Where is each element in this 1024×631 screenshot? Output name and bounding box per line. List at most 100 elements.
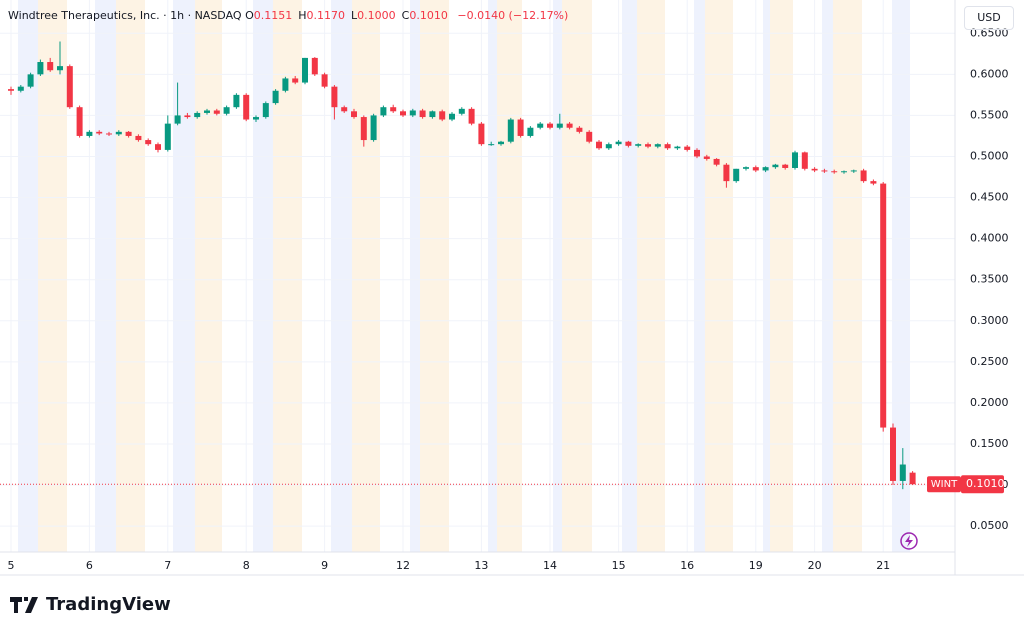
x-tick-label: 21 — [876, 559, 890, 572]
candle-body — [390, 107, 397, 112]
y-tick-label: 0.6000 — [970, 67, 1009, 80]
x-tick-label: 19 — [749, 559, 763, 572]
candle-body — [439, 111, 446, 120]
candle-body — [713, 158, 720, 165]
candle-body — [537, 123, 544, 128]
ohlc-key: O — [245, 9, 254, 22]
symbol-legend: Windtree Therapeutics, Inc. · 1h · NASDA… — [8, 9, 568, 22]
candle-body — [37, 62, 44, 75]
candle-body — [694, 149, 700, 157]
candle-body — [213, 110, 220, 114]
ticker-label: WINT — [931, 479, 958, 490]
candle-body — [899, 464, 906, 481]
candle-body — [184, 115, 191, 118]
candle-body — [233, 94, 240, 108]
candle-body — [909, 472, 916, 485]
candle-body — [782, 164, 789, 168]
candle-body — [194, 112, 201, 118]
y-tick-label: 0.3500 — [970, 273, 1009, 286]
candle-body — [674, 146, 681, 149]
candle-body — [831, 171, 838, 173]
candle-body — [155, 144, 161, 150]
alert-icon[interactable] — [900, 532, 918, 550]
candle-body — [409, 110, 416, 116]
y-tick-label: 0.5000 — [970, 149, 1009, 162]
y-tick-label: 0.3000 — [970, 314, 1009, 327]
ohlc-key: L — [351, 9, 358, 22]
candle-body — [292, 78, 299, 83]
candle-body — [645, 144, 651, 147]
candle-body — [733, 168, 740, 182]
candle-body — [556, 123, 563, 128]
candle-body — [370, 115, 377, 141]
x-tick-label: 12 — [396, 559, 410, 572]
candle-body — [478, 123, 485, 145]
candle-body — [243, 94, 250, 120]
candle-body — [86, 131, 93, 136]
candle-body — [8, 89, 14, 91]
candle-body — [253, 117, 259, 120]
candle-body — [27, 74, 34, 87]
candle-body — [311, 57, 318, 75]
candle-body — [17, 86, 24, 91]
candle-body — [723, 164, 730, 182]
candle-body — [360, 117, 367, 141]
candle-body — [547, 123, 553, 128]
candle-body — [566, 123, 573, 128]
candle-body — [351, 111, 357, 118]
candle-body — [498, 141, 504, 145]
candle-body — [47, 62, 54, 71]
candle-body — [801, 152, 808, 169]
candle-body — [419, 110, 426, 118]
ohlc-values: O0.1151 H0.1170 L0.1000 C0.1010 — [245, 9, 454, 22]
candle-body — [772, 164, 779, 168]
candle-body — [125, 131, 132, 136]
ohlc-value: 0.1000 — [357, 9, 396, 22]
y-tick-label: 0.4000 — [970, 232, 1009, 245]
candle-body — [615, 141, 622, 145]
candle-body — [880, 183, 887, 428]
candle-body — [282, 78, 289, 91]
candle-body — [654, 144, 661, 147]
y-tick-label: 0.2500 — [970, 355, 1009, 368]
candle-body — [752, 167, 759, 171]
x-tick-label: 6 — [86, 559, 93, 572]
x-tick-label: 16 — [680, 559, 694, 572]
candle-body — [703, 156, 710, 159]
ohlc-value: 0.1170 — [306, 9, 346, 22]
candle-body — [223, 107, 230, 114]
y-tick-label: 0.0500 — [970, 519, 1009, 532]
candle-body — [135, 135, 142, 141]
candle-body — [429, 111, 436, 118]
x-tick-label: 9 — [321, 559, 328, 572]
candle-body — [380, 107, 387, 116]
ticker-tag — [927, 476, 961, 493]
x-tick-label: 13 — [474, 559, 488, 572]
y-tick-label: 0.1500 — [970, 437, 1009, 450]
candle-body — [468, 108, 475, 124]
candle-body — [890, 427, 896, 481]
candle-body — [811, 168, 818, 171]
candle-body — [507, 119, 514, 142]
candle-body — [458, 108, 465, 114]
y-tick-label: 0.5500 — [970, 108, 1009, 121]
candle-body — [204, 110, 210, 113]
currency-button[interactable]: USD — [964, 6, 1014, 30]
brand-icon — [10, 596, 38, 613]
price-change: −0.0140 (−12.17%) — [457, 9, 569, 22]
candle-body — [870, 181, 877, 184]
x-tick-label: 8 — [243, 559, 250, 572]
candle-body — [262, 103, 269, 118]
candle-body — [164, 123, 171, 150]
ohlc-value: 0.1010 — [409, 9, 448, 22]
candle-body — [684, 146, 691, 150]
brand-logo[interactable]: TradingView — [10, 594, 171, 615]
candle-body — [635, 144, 642, 146]
candle-body — [850, 170, 857, 172]
price-tag-label: 0.1010 — [966, 477, 1005, 490]
candle-body — [321, 74, 328, 87]
session-bands — [18, 0, 910, 552]
ohlc-key: C — [401, 9, 410, 22]
ohlc-value: 0.1151 — [253, 9, 293, 22]
